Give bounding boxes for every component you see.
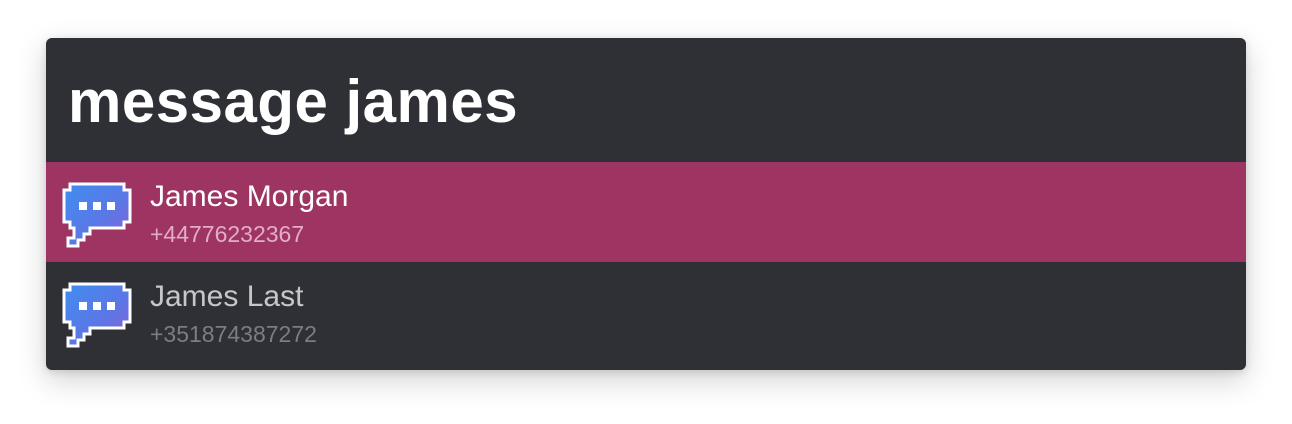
result-row-james-last[interactable]: James Last +351874387272 [46,262,1246,362]
result-row-james-morgan[interactable]: James Morgan +44776232367 [46,162,1246,262]
contact-phone: +44776232367 [150,221,305,247]
results-list: James Morgan +44776232367 James Last +35… [46,162,1246,362]
contact-name: James Last [150,280,304,313]
search-query-input[interactable]: message james [68,68,519,135]
contact-phone: +351874387272 [150,321,317,347]
launcher-window: message james James Morgan +44776232367 [46,38,1246,370]
contact-name: James Morgan [150,180,349,213]
message-bubble-icon [62,282,132,348]
message-bubble-icon [62,182,132,248]
